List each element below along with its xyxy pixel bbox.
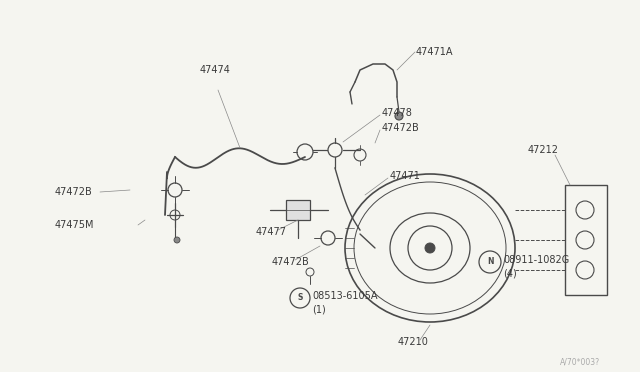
Text: 47477: 47477 xyxy=(256,227,287,237)
Text: 47472B: 47472B xyxy=(382,123,420,133)
Text: 47472B: 47472B xyxy=(55,187,93,197)
Text: 08911-1082G: 08911-1082G xyxy=(503,255,569,265)
Text: N: N xyxy=(487,257,493,266)
Circle shape xyxy=(395,112,403,120)
Circle shape xyxy=(174,237,180,243)
Text: (4): (4) xyxy=(503,269,516,279)
Text: 47478: 47478 xyxy=(382,108,413,118)
Text: 47210: 47210 xyxy=(398,337,429,347)
Text: 47471A: 47471A xyxy=(416,47,454,57)
Text: 47472B: 47472B xyxy=(272,257,310,267)
Text: (1): (1) xyxy=(312,305,326,315)
Circle shape xyxy=(425,243,435,253)
Text: S: S xyxy=(298,294,303,302)
Text: 47475M: 47475M xyxy=(55,220,95,230)
Text: 47474: 47474 xyxy=(200,65,231,75)
Text: A/70*003?: A/70*003? xyxy=(560,357,600,366)
Text: 08513-6105A: 08513-6105A xyxy=(312,291,378,301)
FancyBboxPatch shape xyxy=(286,200,310,220)
Text: 47471: 47471 xyxy=(390,171,421,181)
Text: 47212: 47212 xyxy=(528,145,559,155)
